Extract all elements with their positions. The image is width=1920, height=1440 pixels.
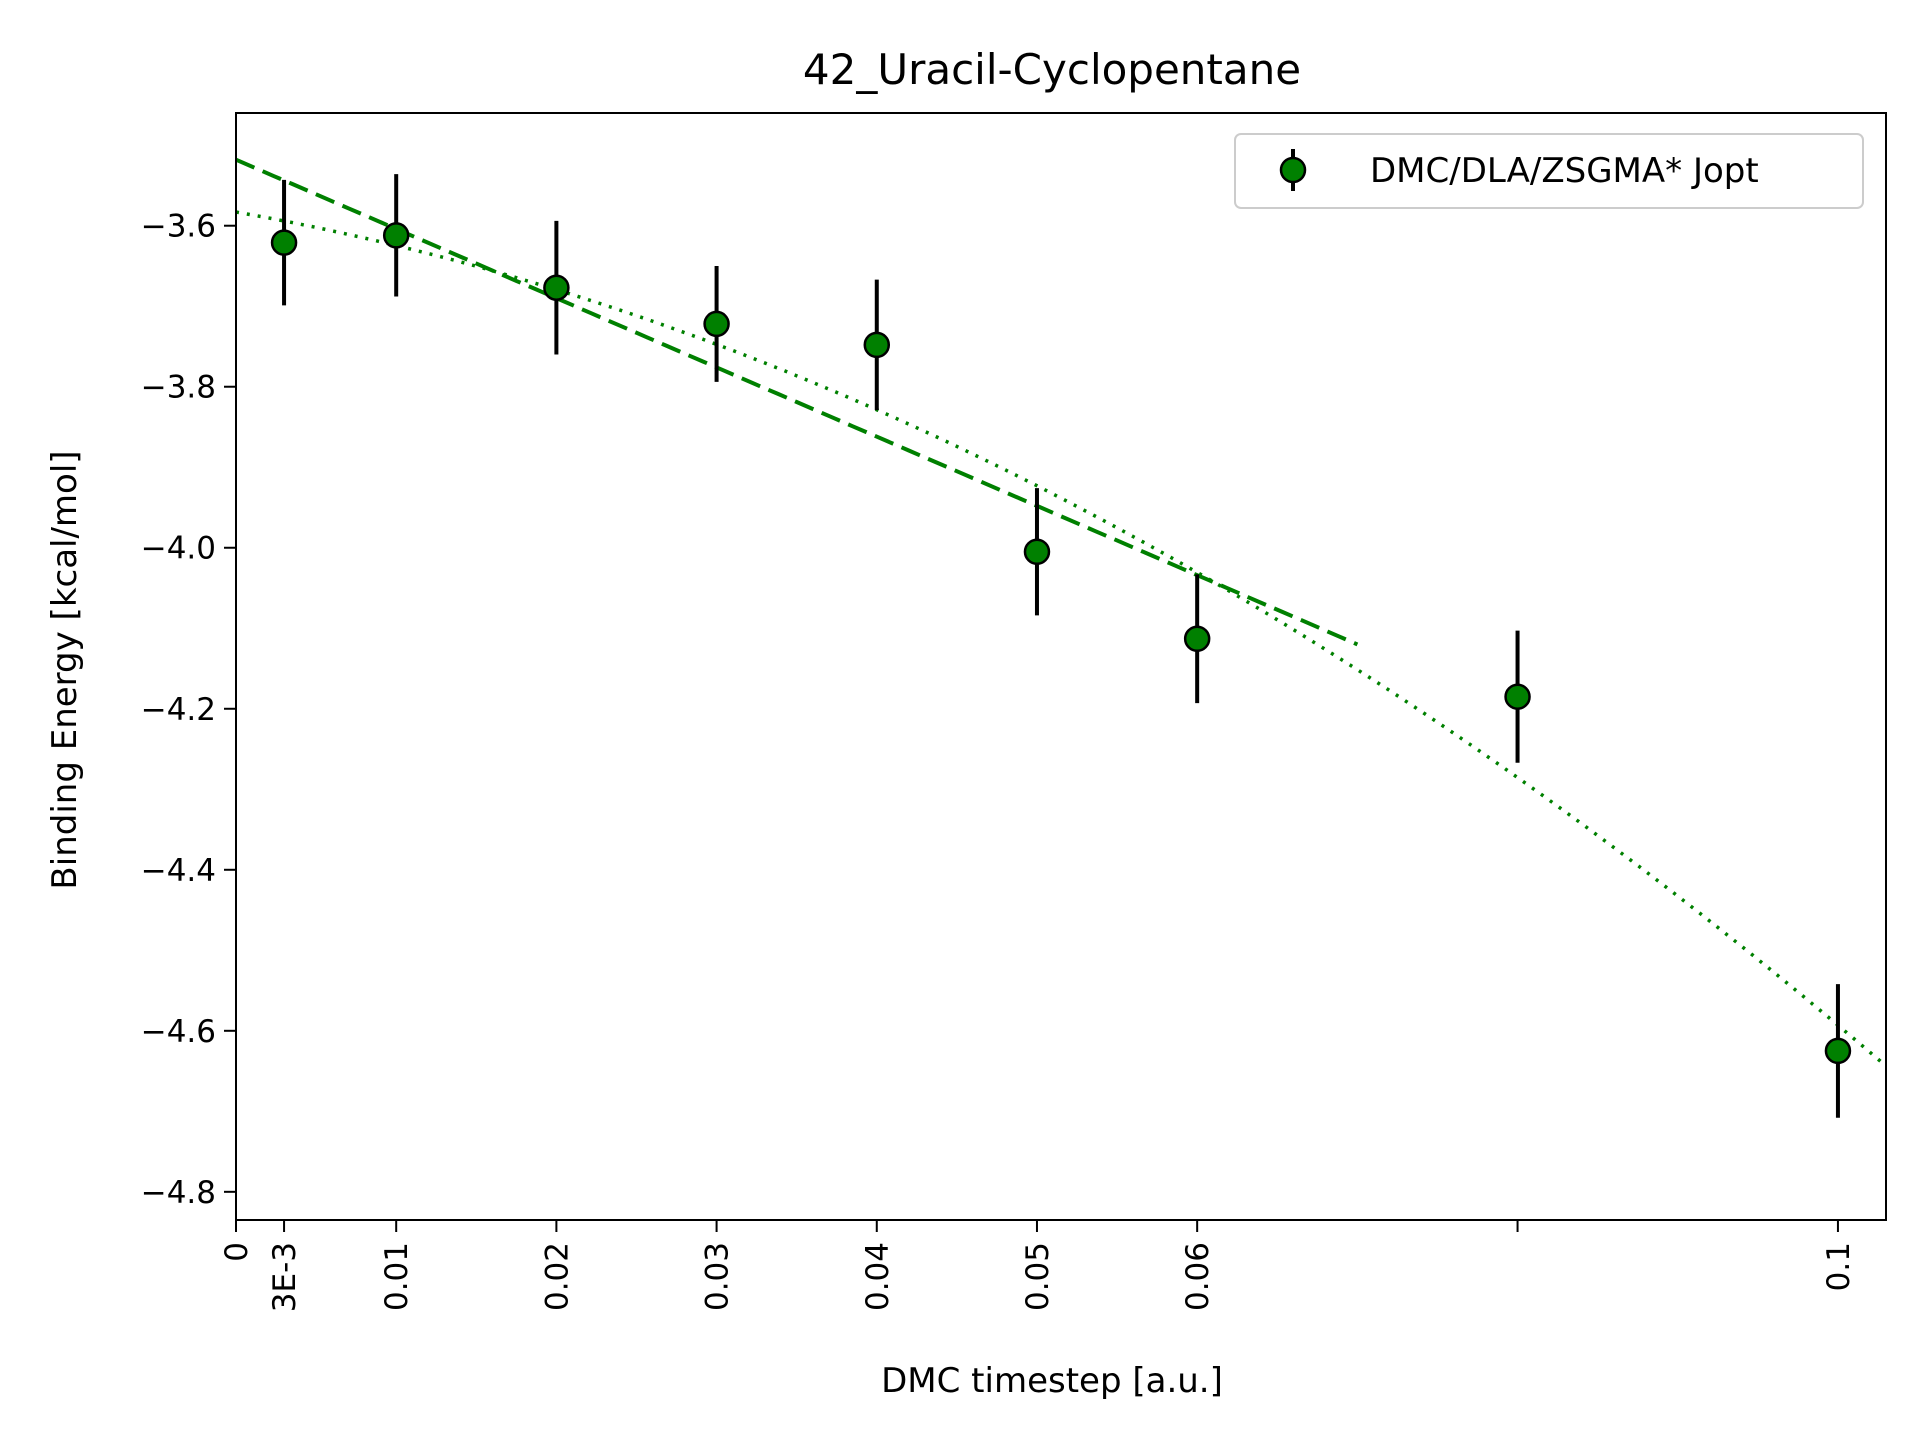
y-tick-label: −4.2 bbox=[141, 692, 216, 728]
y-axis-label: Binding Energy [kcal/mol] bbox=[45, 450, 85, 889]
data-point bbox=[382, 222, 410, 249]
x-tick-label: 0.06 bbox=[1180, 1242, 1216, 1311]
y-axis-ticks: −3.6 −3.8 −4.0 −4.2 −4.4 −4.6 −4.8 bbox=[141, 209, 236, 1211]
data-point bbox=[863, 331, 891, 359]
fit-line-dashed bbox=[235, 157, 1359, 647]
x-tick-label: 0.04 bbox=[860, 1242, 896, 1311]
data-point bbox=[1824, 1037, 1852, 1065]
legend-marker-sample bbox=[1279, 156, 1307, 184]
x-axis-label: DMC timestep [a.u.] bbox=[881, 1361, 1223, 1401]
y-tick-label: −3.8 bbox=[141, 370, 216, 406]
data-point bbox=[1023, 538, 1051, 566]
x-tick-label: 0.01 bbox=[379, 1242, 415, 1311]
data-points bbox=[270, 222, 1852, 1065]
x-axis-ticks: 0 3E-3 0.01 0.02 0.03 0.04 0.05 0.06 0.1 bbox=[219, 1220, 1857, 1312]
x-tick-label: 0.02 bbox=[539, 1242, 575, 1311]
legend-entry-label: DMC/DLA/ZSGMA* Jopt bbox=[1370, 151, 1759, 191]
data-point bbox=[543, 274, 570, 301]
x-tick-label: 3E-3 bbox=[267, 1242, 303, 1312]
y-tick-label: −4.8 bbox=[141, 1175, 216, 1211]
legend: DMC/DLA/ZSGMA* Jopt bbox=[1234, 133, 1864, 209]
y-tick-label: −4.4 bbox=[141, 853, 216, 889]
y-tick-label: −4.6 bbox=[141, 1014, 216, 1050]
y-tick-label: −4.0 bbox=[141, 531, 216, 567]
plot-frame bbox=[235, 112, 1887, 1221]
data-point bbox=[270, 229, 298, 256]
x-tick-label: 0 bbox=[219, 1242, 255, 1262]
x-tick-label: 0.03 bbox=[700, 1242, 736, 1311]
data-point bbox=[1183, 625, 1211, 652]
data-point bbox=[703, 310, 730, 338]
y-tick-label: −3.6 bbox=[141, 209, 216, 245]
legend-box bbox=[1234, 133, 1864, 209]
data-point bbox=[1504, 683, 1531, 710]
x-tick-label: 0.05 bbox=[1020, 1242, 1056, 1311]
chart-title: 42_Uracil-Cyclopentane bbox=[803, 45, 1301, 94]
fit-lines bbox=[235, 157, 1888, 1068]
x-tick-label: 0.1 bbox=[1821, 1242, 1857, 1291]
